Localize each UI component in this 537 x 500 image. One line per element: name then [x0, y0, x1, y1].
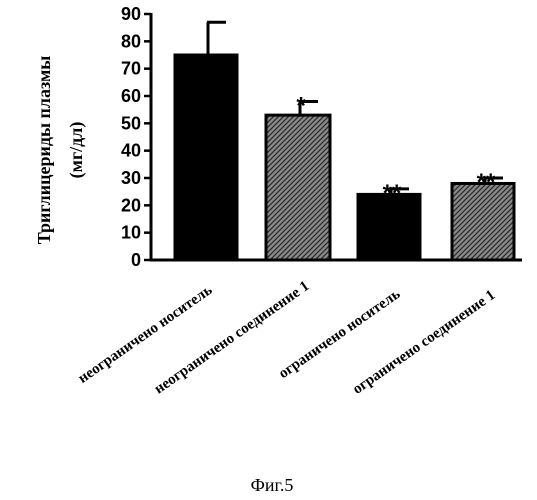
x-axis-category-labels: неограничено носительнеограничено соедин… — [75, 278, 498, 397]
y-tick-label: 30 — [121, 168, 141, 188]
significance-marker: ** — [383, 180, 402, 207]
y-axis-ticks: 0 10 20 30 40 50 60 70 80 90 — [121, 4, 151, 270]
y-tick-label: 90 — [121, 4, 141, 24]
significance-marker: ** — [477, 169, 496, 196]
y-axis-label-line2: (мг/дл) — [66, 122, 87, 179]
y-tick-label: 0 — [131, 250, 141, 270]
y-axis-label-line1: Триглицериды плазмы — [34, 56, 54, 245]
y-tick-label: 50 — [121, 113, 141, 133]
y-tick-label: 70 — [121, 59, 141, 79]
y-tick-label: 40 — [121, 141, 141, 161]
y-tick-label: 60 — [121, 86, 141, 106]
y-tick-label: 10 — [121, 223, 141, 243]
figure-caption: Фиг.5 — [251, 475, 294, 495]
y-tick-label: 80 — [121, 31, 141, 51]
bar — [175, 55, 237, 260]
bar — [266, 115, 330, 260]
y-axis-title: Триглицериды плазмы (мг/дл) — [34, 56, 87, 245]
significance-marker: * — [296, 92, 306, 119]
bars: ***** — [175, 22, 514, 260]
y-tick-label: 20 — [121, 195, 141, 215]
